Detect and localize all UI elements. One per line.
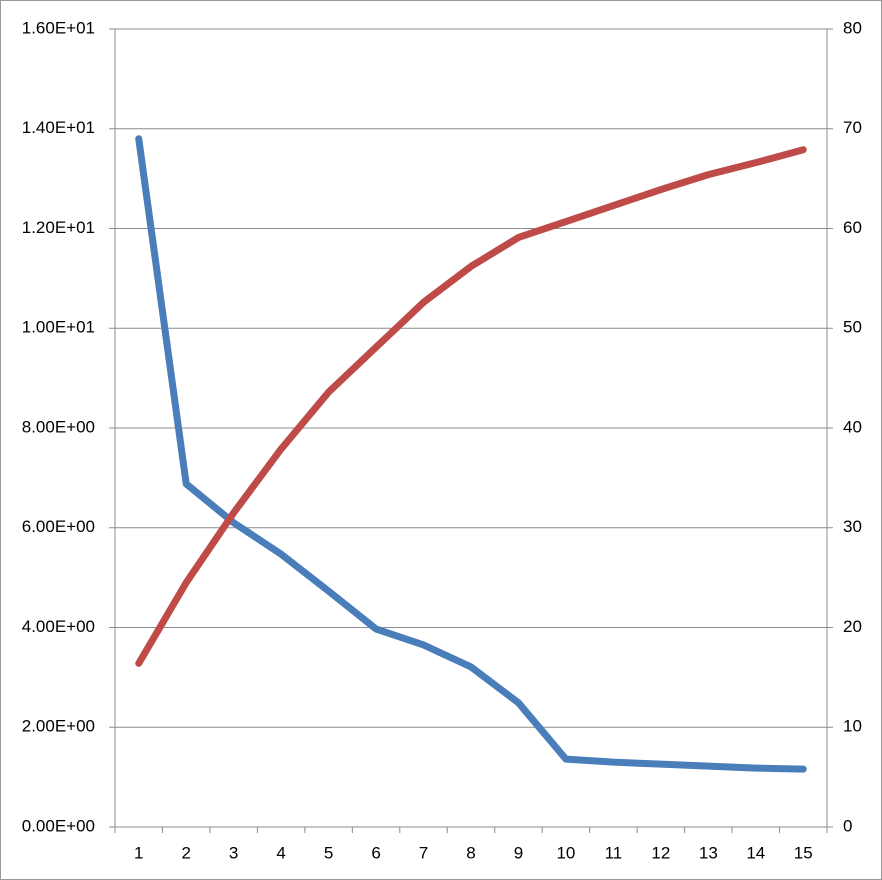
- y2-tick-label: 20: [843, 617, 862, 636]
- x-tick-label: 5: [324, 843, 333, 862]
- y2-tick-label: 10: [843, 717, 862, 736]
- y2-tick-label: 80: [843, 18, 862, 37]
- y2-tick-label: 0: [843, 816, 852, 835]
- y-tick-label: 2.00E+00: [22, 717, 95, 736]
- x-tick-label: 8: [466, 843, 475, 862]
- y-tick-label: 1.00E+01: [22, 318, 95, 337]
- x-tick-label: 1: [134, 843, 143, 862]
- y2-tick-label: 60: [843, 218, 862, 237]
- x-tick-label: 4: [276, 843, 285, 862]
- y-tick-label: 4.00E+00: [22, 617, 95, 636]
- x-tick-label: 7: [419, 843, 428, 862]
- data-line: [135, 146, 807, 667]
- y-tick-label: 1.60E+01: [22, 18, 95, 37]
- y-tick-label: 1.40E+01: [22, 118, 95, 137]
- y2-tick-label: 50: [843, 318, 862, 337]
- x-tick-label: 10: [556, 843, 575, 862]
- y2-tick-label: 40: [843, 417, 862, 436]
- x-tick-label: 2: [181, 843, 190, 862]
- y-tick-label: 1.20E+01: [22, 218, 95, 237]
- y2-tick-label: 30: [843, 517, 862, 536]
- x-tick-label: 15: [794, 843, 813, 862]
- x-tick-label: 13: [699, 843, 718, 862]
- y2-tick-label: 70: [843, 118, 862, 137]
- x-tick-label: 3: [229, 843, 238, 862]
- x-tick-label: 6: [371, 843, 380, 862]
- y-tick-label: 6.00E+00: [22, 517, 95, 536]
- x-tick-label: 9: [514, 843, 523, 862]
- x-tick-label: 11: [605, 843, 623, 862]
- x-tick-label: 12: [651, 843, 670, 862]
- x-tick-label: 14: [746, 843, 765, 862]
- data-line: [135, 135, 807, 773]
- y-tick-label: 0.00E+00: [22, 816, 95, 835]
- y-tick-label: 8.00E+00: [22, 417, 95, 436]
